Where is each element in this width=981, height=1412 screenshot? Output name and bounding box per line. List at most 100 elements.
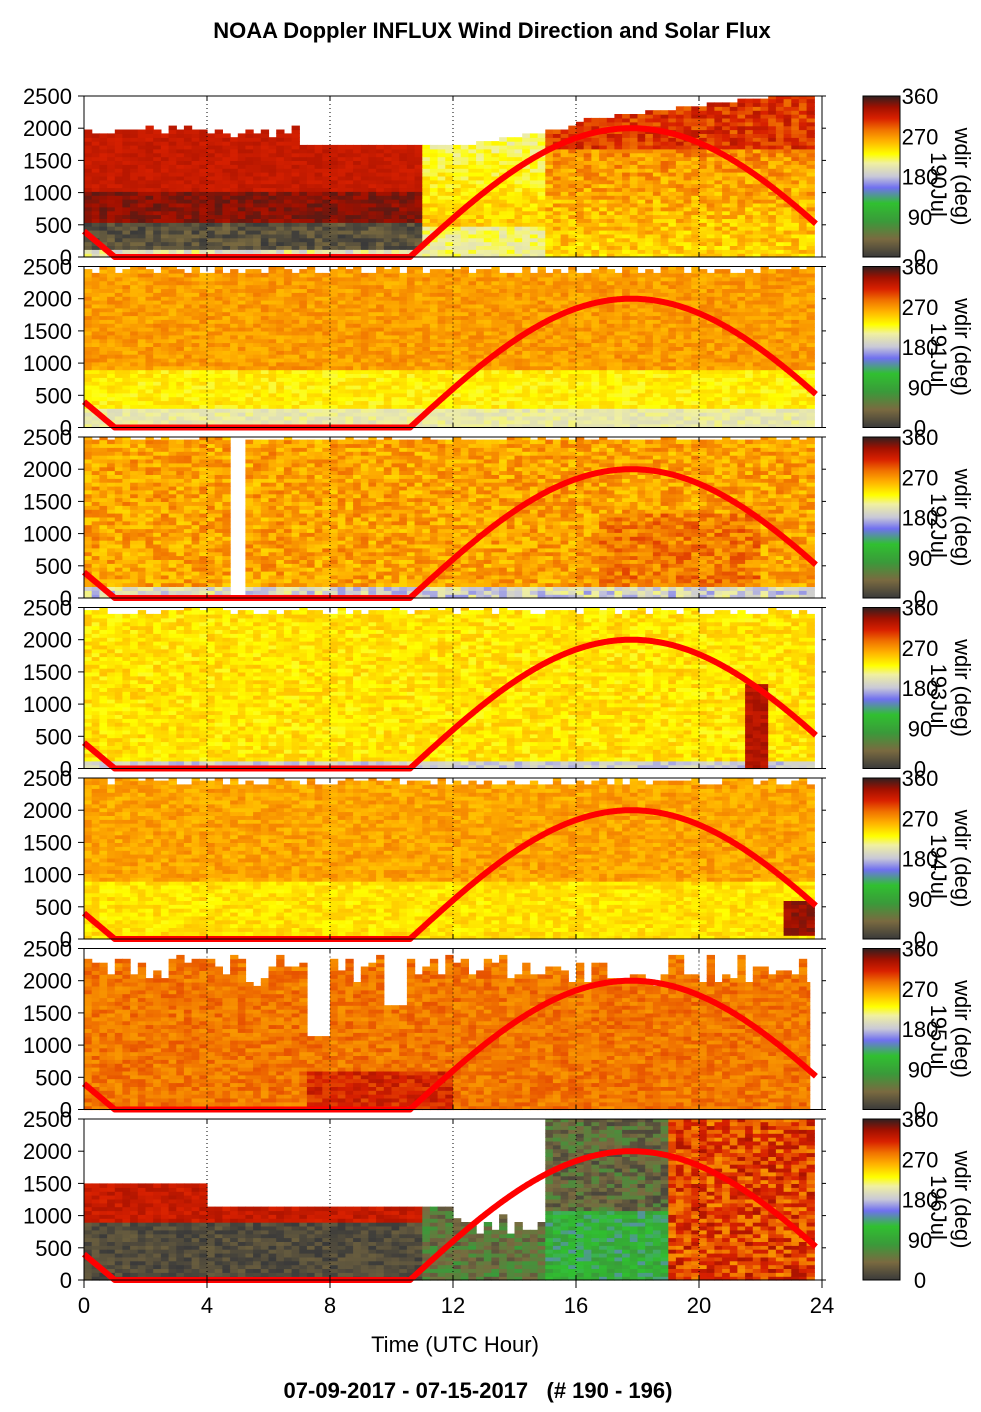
colorbar-tick-label: 90 xyxy=(908,375,932,400)
y-tick-label: 2500 xyxy=(23,425,72,450)
heatmap-cells xyxy=(84,96,815,258)
colorbar: 0 90 180 270 360 wdir (deg)192Jul xyxy=(862,425,975,611)
y-tick-label: 1500 xyxy=(23,489,72,514)
y-tick-label: 2000 xyxy=(23,628,72,653)
y-tick-label: 1500 xyxy=(23,319,72,344)
colorbar-tick-label: 360 xyxy=(902,1107,939,1132)
colorbar-tick-label: 0 xyxy=(914,927,926,952)
colorbar-tick-label: 0 xyxy=(914,245,926,270)
x-tick-label: 0 xyxy=(78,1293,90,1318)
colorbar-tick-label: 360 xyxy=(902,937,939,962)
colorbar-tick-label: 90 xyxy=(908,205,932,230)
panel-day-191: 0 500 1000 1500 2000 2500 0 90 180 270 360 wdir (de… xyxy=(23,255,975,441)
y-tick-label: 0 xyxy=(60,757,72,782)
colorbar-tick-label: 360 xyxy=(902,766,939,791)
y-tick-label: 0 xyxy=(60,1098,72,1123)
y-tick-label: 0 xyxy=(60,586,72,611)
colorbar-tick-label: 180 xyxy=(902,1017,939,1042)
x-tick-label: 24 xyxy=(810,1293,834,1318)
y-tick-label: 2500 xyxy=(23,596,72,621)
y-tick-label: 2000 xyxy=(23,798,72,823)
panel-day-193: 0 500 1000 1500 2000 2500 0 90 180 270 360 wdir (de… xyxy=(23,596,975,782)
heatmap-cells xyxy=(84,266,815,429)
heatmap-cells xyxy=(84,778,815,940)
colorbar: 0 90 180 270 360 wdir (deg)196Jul xyxy=(862,1107,975,1293)
colorbar-tick-label: 0 xyxy=(914,757,926,782)
y-tick-label: 2500 xyxy=(23,937,72,962)
colorbar-label: wdir (deg) xyxy=(950,809,975,908)
day-of-year-label: 190Jul xyxy=(926,152,951,217)
y-tick-label: 2000 xyxy=(23,969,72,994)
colorbar-tick-label: 90 xyxy=(908,1057,932,1082)
y-tick-label: 2500 xyxy=(23,1107,72,1132)
y-tick-label: 1000 xyxy=(23,863,72,888)
heatmap-cells xyxy=(84,437,815,599)
colorbar-label: wdir (deg) xyxy=(950,468,975,567)
colorbar: 0 90 180 270 360 wdir (deg)195Jul xyxy=(862,937,975,1123)
heatmap-cells xyxy=(84,1119,815,1281)
x-tick-label: 4 xyxy=(201,1293,213,1318)
panel-day-194: 0 500 1000 1500 2000 2500 0 90 180 270 360 wdir (de… xyxy=(23,766,975,952)
colorbar: 0 90 180 270 360 wdir (deg)194Jul xyxy=(862,766,975,952)
colorbar-tick-label: 360 xyxy=(902,255,939,280)
y-tick-label: 1500 xyxy=(23,1171,72,1196)
y-tick-label: 1500 xyxy=(23,660,72,685)
panel-day-196: 0 500 1000 1500 2000 2500 0 90 180 270 360 wdir (de… xyxy=(23,1107,975,1293)
panel-day-192: 0 500 1000 1500 2000 2500 0 90 180 270 360 wdir (de… xyxy=(23,425,975,611)
colorbar-tick-label: 270 xyxy=(902,1147,939,1172)
colorbar-tick-label: 180 xyxy=(902,1188,939,1213)
colorbar-tick-label: 0 xyxy=(914,1098,926,1123)
x-tick-label: 12 xyxy=(441,1293,465,1318)
y-tick-label: 1000 xyxy=(23,692,72,717)
y-tick-label: 500 xyxy=(35,724,72,749)
colorbar-tick-label: 270 xyxy=(902,295,939,320)
day-of-year-label: 194Jul xyxy=(926,834,951,899)
colorbar-label: wdir (deg) xyxy=(950,127,975,226)
colorbar-gradient xyxy=(862,95,901,258)
colorbar-tick-label: 270 xyxy=(902,806,939,831)
colorbar-tick-label: 0 xyxy=(914,586,926,611)
y-tick-label: 500 xyxy=(35,383,72,408)
colorbar-tick-label: 270 xyxy=(902,636,939,661)
x-tick-label: 20 xyxy=(687,1293,711,1318)
y-tick-label: 2000 xyxy=(23,1139,72,1164)
y-tick-label: 2500 xyxy=(23,766,72,791)
colorbar-tick-label: 90 xyxy=(908,716,932,741)
y-tick-label: 1500 xyxy=(23,830,72,855)
colorbar-tick-label: 360 xyxy=(902,425,939,450)
y-tick-label: 2500 xyxy=(23,84,72,109)
colorbar-tick-label: 180 xyxy=(902,506,939,531)
y-tick-label: 2000 xyxy=(23,116,72,141)
y-tick-label: 1500 xyxy=(23,1001,72,1026)
heatmap-cells xyxy=(84,607,815,770)
y-tick-label: 2500 xyxy=(23,255,72,280)
y-tick-label: 1000 xyxy=(23,1204,72,1229)
x-tick-label: 16 xyxy=(564,1293,588,1318)
y-tick-label: 500 xyxy=(35,213,72,238)
colorbar-tick-label: 0 xyxy=(914,1268,926,1293)
colorbar-tick-label: 180 xyxy=(902,335,939,360)
colorbar-label: wdir (deg) xyxy=(950,979,975,1078)
colorbar-tick-label: 270 xyxy=(902,124,939,149)
colorbar-tick-label: 270 xyxy=(902,465,939,490)
y-tick-label: 2000 xyxy=(23,287,72,312)
panel-day-195: 0 500 1000 1500 2000 2500 0 90 180 270 360 wdir (de… xyxy=(23,937,975,1123)
colorbar-gradient xyxy=(862,777,901,940)
heatmap-cells xyxy=(84,954,811,1111)
colorbar-tick-label: 0 xyxy=(914,416,926,441)
colorbar-tick-label: 90 xyxy=(908,887,932,912)
colorbar-label: wdir (deg) xyxy=(950,638,975,737)
y-tick-label: 500 xyxy=(35,895,72,920)
y-tick-label: 0 xyxy=(60,416,72,441)
colorbar-tick-label: 90 xyxy=(908,546,932,571)
y-tick-label: 1000 xyxy=(23,522,72,547)
x-axis: 0 4 8 12 16 20 24 xyxy=(78,1280,834,1318)
x-axis-label: Time (UTC Hour) xyxy=(371,1332,539,1357)
y-tick-label: 2000 xyxy=(23,457,72,482)
x-tick-label: 8 xyxy=(324,1293,336,1318)
y-tick-label: 500 xyxy=(35,1236,72,1261)
colorbar-tick-label: 180 xyxy=(902,847,939,872)
y-tick-label: 0 xyxy=(60,1268,72,1293)
